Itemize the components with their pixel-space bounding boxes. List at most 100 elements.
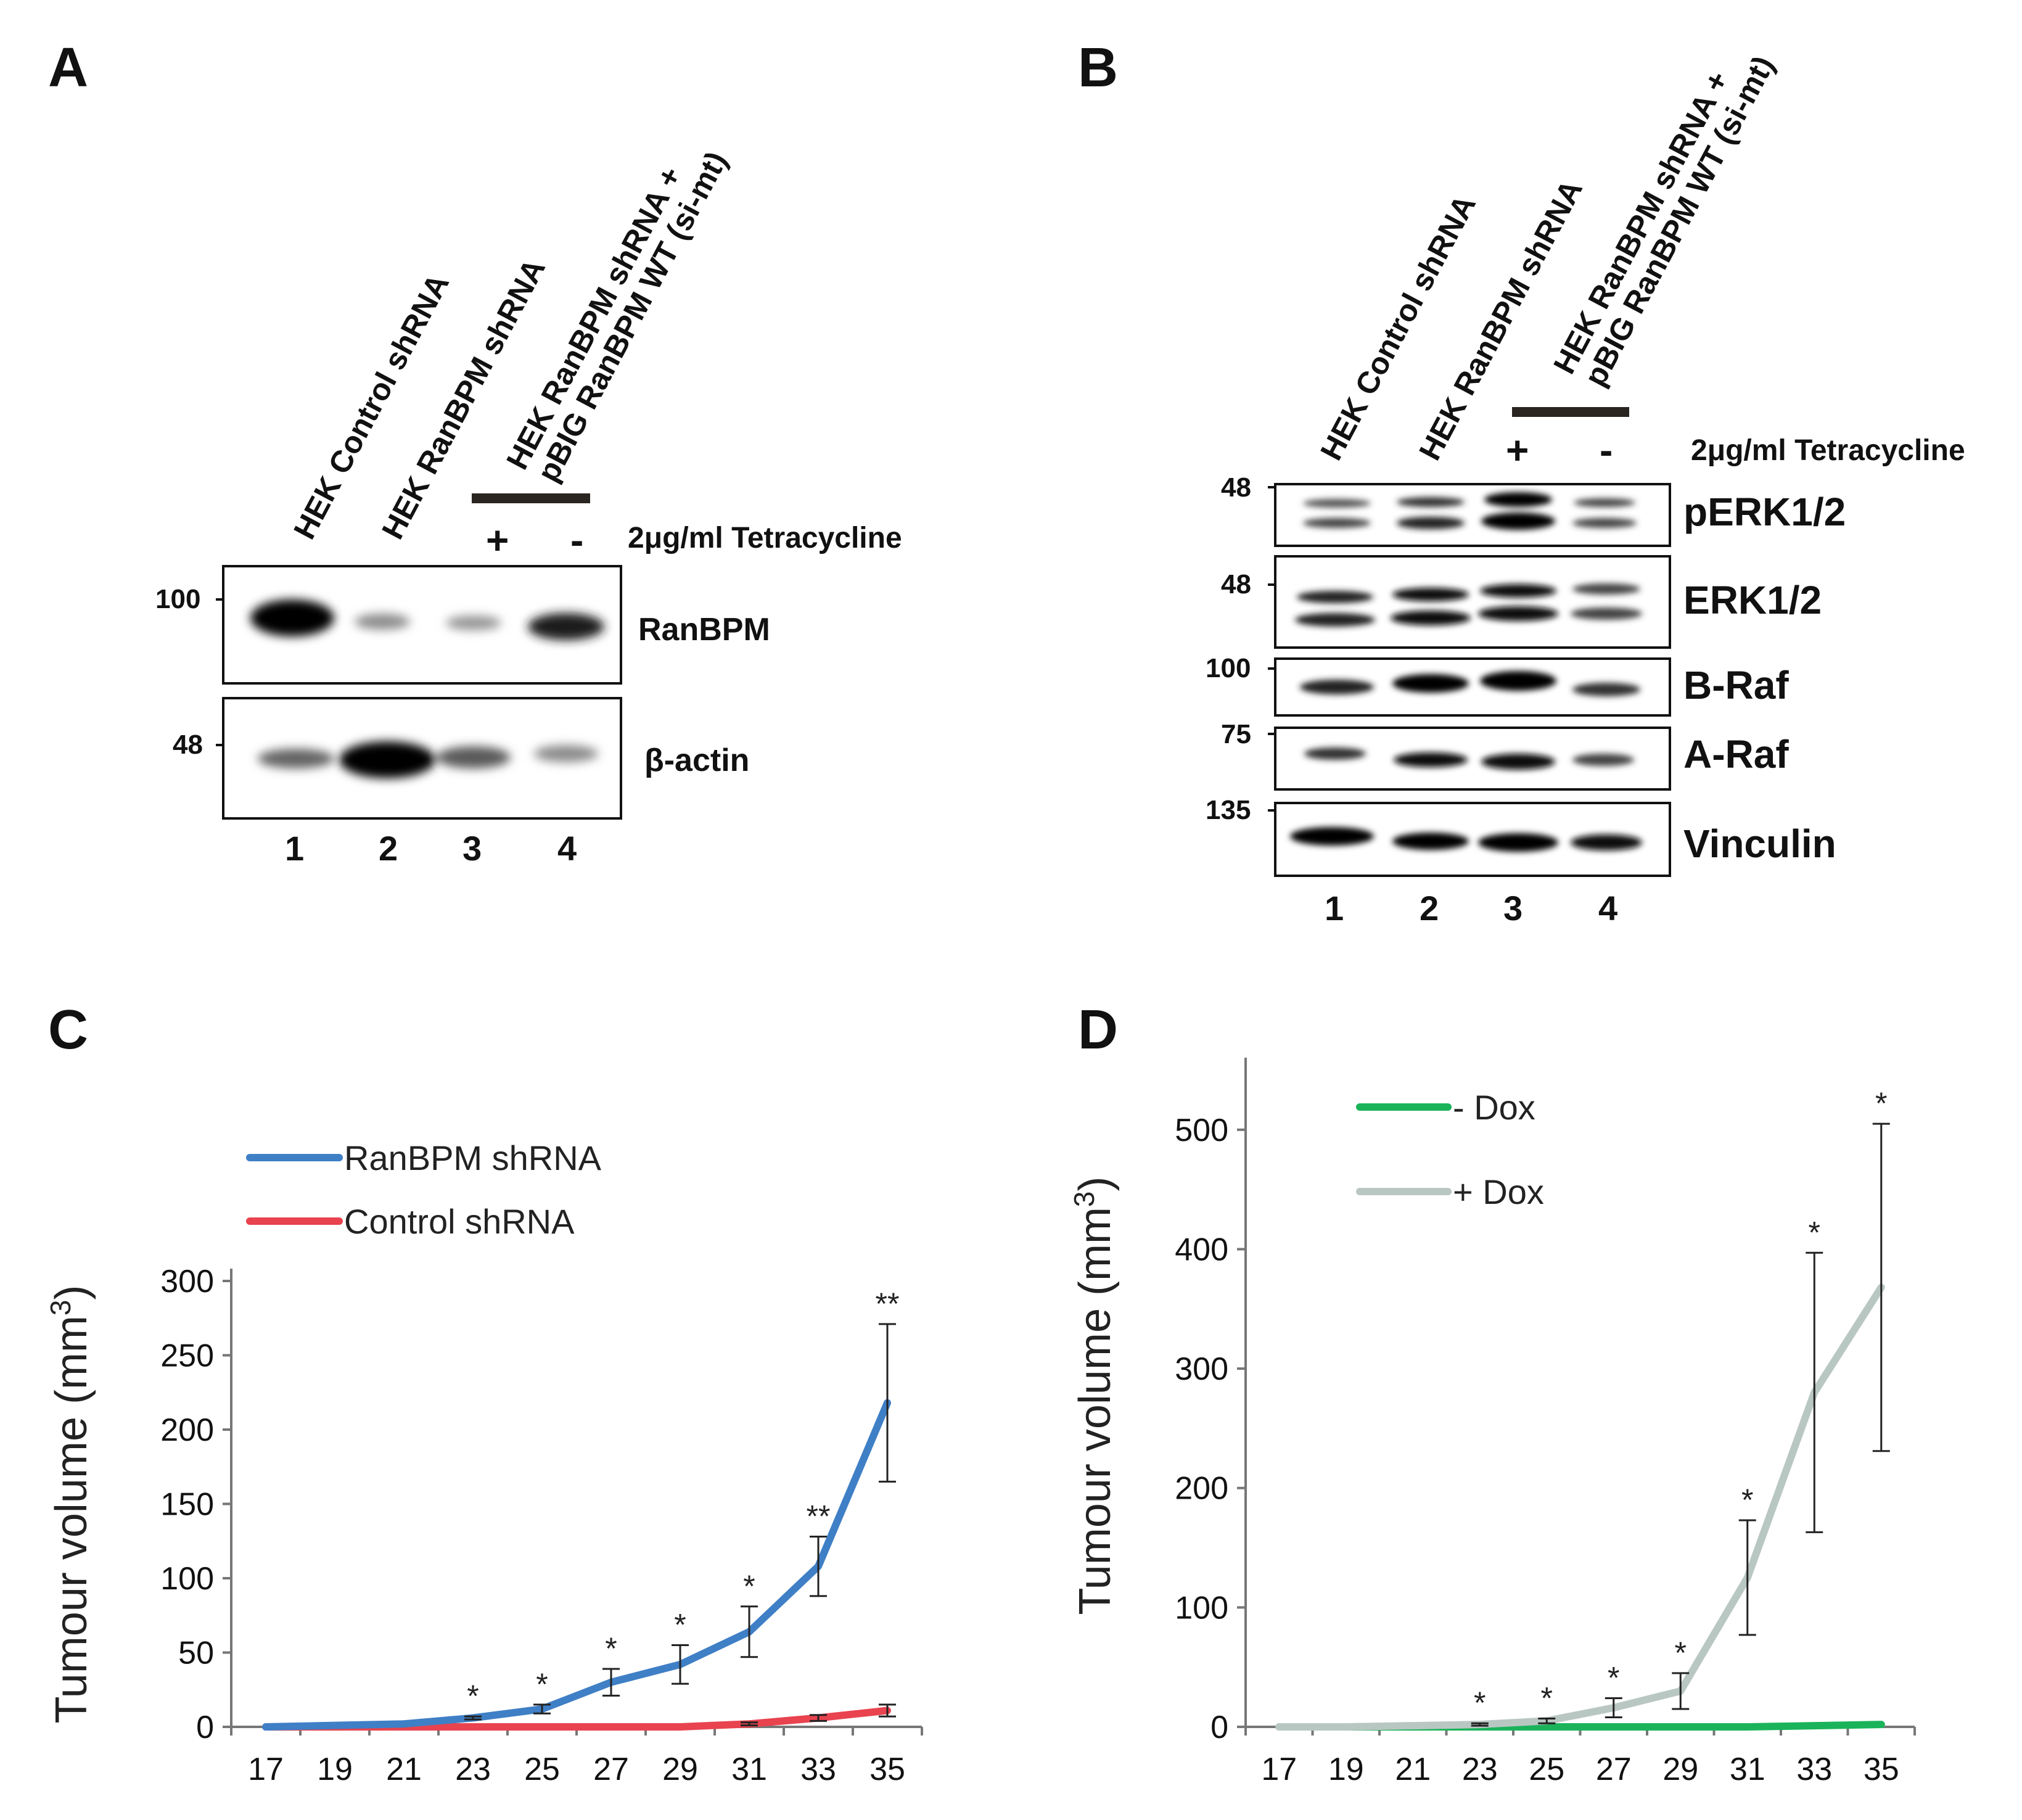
lane-number-1-a: 1 xyxy=(285,829,304,868)
tet-minus-a: - xyxy=(570,518,583,562)
rescue-bracket-a xyxy=(472,493,590,503)
tet-minus-b: - xyxy=(1600,428,1613,472)
y-tick-label-d: 100 xyxy=(1175,1590,1228,1626)
mw-marker-48-a: 48 xyxy=(173,730,203,760)
mw-marker-135-vinculin: 135 xyxy=(1206,795,1251,825)
x-tick-label-c: 27 xyxy=(593,1752,629,1787)
significance-marker-d: * xyxy=(1675,1636,1687,1670)
band-actin-lane3 xyxy=(437,746,511,768)
significance-marker-c: * xyxy=(605,1631,617,1666)
y-tick-label-d: 0 xyxy=(1210,1710,1228,1745)
band-araf-lane1 xyxy=(1304,747,1366,760)
panel-label-b: B xyxy=(1078,37,1118,99)
x-tick-label-d: 23 xyxy=(1462,1752,1498,1787)
tetracycline-label-a: 2μg/ml Tetracycline xyxy=(628,522,902,554)
mw-marker-100-a: 100 xyxy=(155,584,200,614)
protein-label-braf: B-Raf xyxy=(1683,663,1789,707)
x-tick-label-c: 31 xyxy=(731,1752,767,1787)
x-tick-label-c: 25 xyxy=(524,1752,560,1787)
band-braf-lane3 xyxy=(1480,671,1556,691)
significance-marker-d: * xyxy=(1541,1681,1553,1715)
x-tick-label-d: 17 xyxy=(1261,1752,1297,1787)
panel-label-d: D xyxy=(1078,999,1118,1061)
lane-label-rescue-line2-b: pBIG RanBPM WT (si-mt) xyxy=(1577,51,1781,392)
significance-marker-c: * xyxy=(536,1667,548,1702)
y-tick-label-c: 50 xyxy=(178,1636,214,1671)
protein-label-ranbpm: RanBPM xyxy=(638,612,770,648)
mw-marker-48-perk: 48 xyxy=(1221,472,1251,503)
y-axis-label-c: Tumour volume (mm3) xyxy=(44,1285,96,1723)
significance-marker-d: * xyxy=(1741,1483,1753,1517)
significance-marker-d: * xyxy=(1875,1086,1887,1121)
x-tick-label-d: 31 xyxy=(1730,1752,1765,1787)
band-ranbpm-lane4 xyxy=(528,613,604,640)
y-axis-label-text-c: Tumour volume (mm xyxy=(47,1316,96,1723)
x-tick-label-d: 29 xyxy=(1662,1752,1698,1787)
bands-ranbpm xyxy=(250,599,604,640)
significance-marker-c: * xyxy=(467,1679,479,1713)
tetracycline-label-b: 2μg/ml Tetracycline xyxy=(1691,434,1965,467)
y-tick-label-c: 100 xyxy=(160,1561,214,1597)
y-tick-label-c: 200 xyxy=(160,1412,214,1448)
lane-number-3-a: 3 xyxy=(462,829,482,868)
protein-label-actin: β-actin xyxy=(644,743,749,778)
band-perk-upper-lane1 xyxy=(1303,499,1371,508)
lane-number-3-b: 3 xyxy=(1503,889,1523,928)
lane-number-4-b: 4 xyxy=(1598,889,1617,928)
significance-marker-c: * xyxy=(674,1607,686,1642)
panel-a-western-blot: HEK Control shRNA HEK RanBPM shRNA HEK R… xyxy=(155,146,902,868)
x-tick-label-d: 33 xyxy=(1796,1752,1832,1787)
chart-panel-d: 0 100 200 300 400 500 17 19 21 23 25 27 29 31 33 35 Tumo… xyxy=(1068,1058,1916,1787)
band-vinculin-lane2 xyxy=(1392,833,1469,850)
x-tick-label-c: 19 xyxy=(317,1752,353,1787)
lane-number-2-b: 2 xyxy=(1420,889,1439,928)
x-tick-label-c: 33 xyxy=(800,1752,836,1787)
band-perk-lower-lane1 xyxy=(1303,518,1371,528)
band-erk-lower-lane2 xyxy=(1391,611,1471,625)
bands-actin xyxy=(258,741,598,778)
band-erk-upper-lane4 xyxy=(1572,583,1640,595)
chart-panel-c: 0 50 100 150 200 250 300 17 19 21 23 25 27 29 31 33 35 Tu… xyxy=(44,1139,923,1787)
mw-marker-48-erk: 48 xyxy=(1221,569,1251,599)
band-actin-lane2 xyxy=(339,741,435,778)
significance-marker-d: * xyxy=(1474,1686,1486,1720)
legend-label-d-0: - Dox xyxy=(1453,1088,1535,1127)
significance-marker-c: ** xyxy=(876,1287,900,1321)
lane-number-2-a: 2 xyxy=(379,829,398,868)
x-tick-label-d: 25 xyxy=(1529,1752,1564,1787)
x-tick-label-c: 35 xyxy=(869,1752,905,1787)
band-actin-lane4 xyxy=(534,745,598,762)
protein-label-erk: ERK1/2 xyxy=(1683,578,1822,622)
band-araf-lane4 xyxy=(1572,754,1634,766)
mw-marker-75-araf: 75 xyxy=(1221,719,1251,749)
legend-label-c-0: RanBPM shRNA xyxy=(344,1139,602,1177)
y-tick-label-c: 0 xyxy=(196,1710,214,1745)
band-erk-lower-lane3 xyxy=(1478,606,1558,621)
panel-label-c: C xyxy=(48,999,88,1061)
lane-label-rescue-line2-a: pBIG RanBPM WT (si-mt) xyxy=(530,146,734,488)
y-tick-label-d: 400 xyxy=(1175,1232,1228,1267)
bands-erk xyxy=(1295,583,1642,627)
y-axis-label-d: Tumour volume (mm3) xyxy=(1068,1176,1120,1615)
band-vinculin-lane4 xyxy=(1571,834,1642,850)
y-tick-label-c: 150 xyxy=(160,1487,214,1523)
band-ranbpm-lane3 xyxy=(446,616,501,630)
significance-marker-c: * xyxy=(743,1569,755,1604)
y-axis-label-close-c: ) xyxy=(47,1285,96,1299)
bands-braf xyxy=(1300,671,1640,696)
legend-label-c-1: Control shRNA xyxy=(344,1202,575,1241)
y-axis-label-text-d: Tumour volume (mm xyxy=(1071,1207,1120,1615)
band-perk-lower-lane4 xyxy=(1572,518,1637,528)
lane-number-1-b: 1 xyxy=(1325,889,1344,928)
x-tick-label-d: 19 xyxy=(1328,1752,1364,1787)
band-braf-lane2 xyxy=(1392,674,1469,693)
band-perk-upper-lane4 xyxy=(1574,498,1635,507)
y-tick-label-c: 250 xyxy=(160,1338,214,1374)
band-perk-upper-lane2 xyxy=(1397,497,1465,507)
y-tick-label-d: 500 xyxy=(1175,1113,1228,1148)
lane-label-rescue-line1-b: HEK RanBPM shRNA + xyxy=(1547,65,1735,379)
series-line-c-0 xyxy=(262,1399,891,1731)
x-tick-label-d: 27 xyxy=(1596,1752,1632,1787)
y-axis-label-sup-c: 3 xyxy=(44,1299,76,1316)
